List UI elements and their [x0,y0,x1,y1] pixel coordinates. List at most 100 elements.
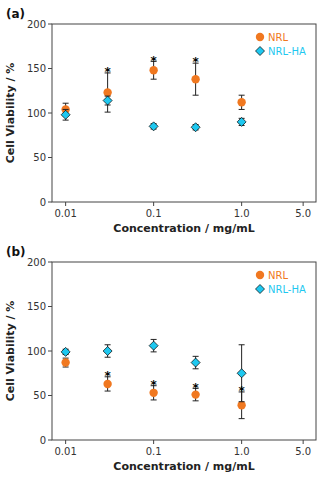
y-tick-label: 150 [27,63,46,74]
series [61,61,245,115]
panel: 0501001502000.010.11.05.0Concentration /… [4,245,316,473]
y-tick-label: 200 [27,257,46,268]
point [149,122,158,131]
error-cap [193,95,199,96]
data-layer [61,61,246,131]
x-tick-label: 5.0 [295,208,311,219]
error-cap [239,418,245,419]
y-tick-label: 200 [27,19,46,30]
x-tick-label: 5.0 [295,446,311,457]
x-tick [65,440,66,444]
annotation: * [104,65,111,79]
x-tick [153,440,154,444]
annotation: * [104,369,111,383]
plot-frame [52,262,316,440]
error-cap [105,112,111,113]
point [103,96,112,105]
x-tick-label: 0.01 [54,446,76,457]
series [61,96,246,132]
plot-frame [52,24,316,202]
point [149,341,158,350]
point [191,123,200,132]
point [103,88,111,96]
panel: 0501001502000.010.11.05.0Concentration /… [4,7,316,235]
legend-marker [256,285,265,294]
error-cap [151,339,157,340]
data-layer [61,339,246,418]
x-tick [153,202,154,206]
y-axis-label: Cell Viability / % [4,63,17,164]
y-tick-label: 50 [33,152,46,163]
legend-label: NRL [268,32,288,43]
point [61,110,70,119]
x-axis-label: Concentration / mg/mL [113,222,254,235]
y-tick-label: 100 [27,346,46,357]
y-tick-label: 0 [40,197,46,208]
x-tick [241,440,242,444]
legend-label: NRL [268,270,288,281]
x-tick [303,440,304,444]
y-tick [48,306,52,307]
point [61,358,69,366]
y-tick [48,68,52,69]
y-tick [48,202,52,203]
y-tick [48,113,52,114]
legend-label: NRL-HA [268,284,306,295]
x-tick-label: 1.0 [234,446,250,457]
y-tick-label: 50 [33,390,46,401]
x-tick-label: 0.1 [146,446,162,457]
x-axis-label: Concentration / mg/mL [113,460,254,473]
error-cap [151,399,157,400]
y-tick [48,440,52,441]
y-tick-label: 0 [40,435,46,446]
error-cap [239,401,245,402]
legend-marker [256,33,264,41]
point [237,369,246,378]
x-tick-label: 1.0 [234,208,250,219]
error-cap [151,351,157,352]
error-cap [239,109,245,110]
x-tick-label: 0.1 [146,208,162,219]
error-cap [151,79,157,80]
legend-label: NRL-HA [268,46,306,57]
error-cap [193,368,199,369]
point [61,347,70,356]
point [237,98,245,106]
error-cap [239,344,245,345]
panel-label: (b) [6,245,26,259]
legend-marker [256,47,265,56]
legend: NRL NRL-HA [256,270,306,295]
error-cap [105,357,111,358]
annotation: * [150,54,157,68]
point [237,117,246,126]
x-tick [65,202,66,206]
annotation: * [238,384,245,398]
panel-label: (a) [6,7,25,21]
point [237,401,245,409]
y-tick [48,24,52,25]
point [191,75,199,83]
legend-marker [256,271,264,279]
page: {"chart_data": [ {"type": "scatter", "ti… [0,0,326,500]
error-cap [63,103,69,104]
annotation: * [192,381,199,395]
annotation: * [192,55,199,69]
x-tick-label: 0.01 [54,208,76,219]
y-tick [48,157,52,158]
y-tick [48,395,52,396]
error-cap [105,344,111,345]
error-cap [239,95,245,96]
error-cap [193,400,199,401]
y-axis-label: Cell Viability / % [4,301,17,402]
error-cap [193,356,199,357]
x-tick [303,202,304,206]
annotation: * [150,378,157,392]
point [103,347,112,356]
y-tick [48,262,52,263]
y-tick [48,351,52,352]
series [61,358,245,419]
series [61,339,246,401]
x-tick [241,202,242,206]
chart: 0 50 100 150 200 0.01 0.1 1.0 5.0 Concentration /… [0,0,326,500]
error-cap [105,391,111,392]
